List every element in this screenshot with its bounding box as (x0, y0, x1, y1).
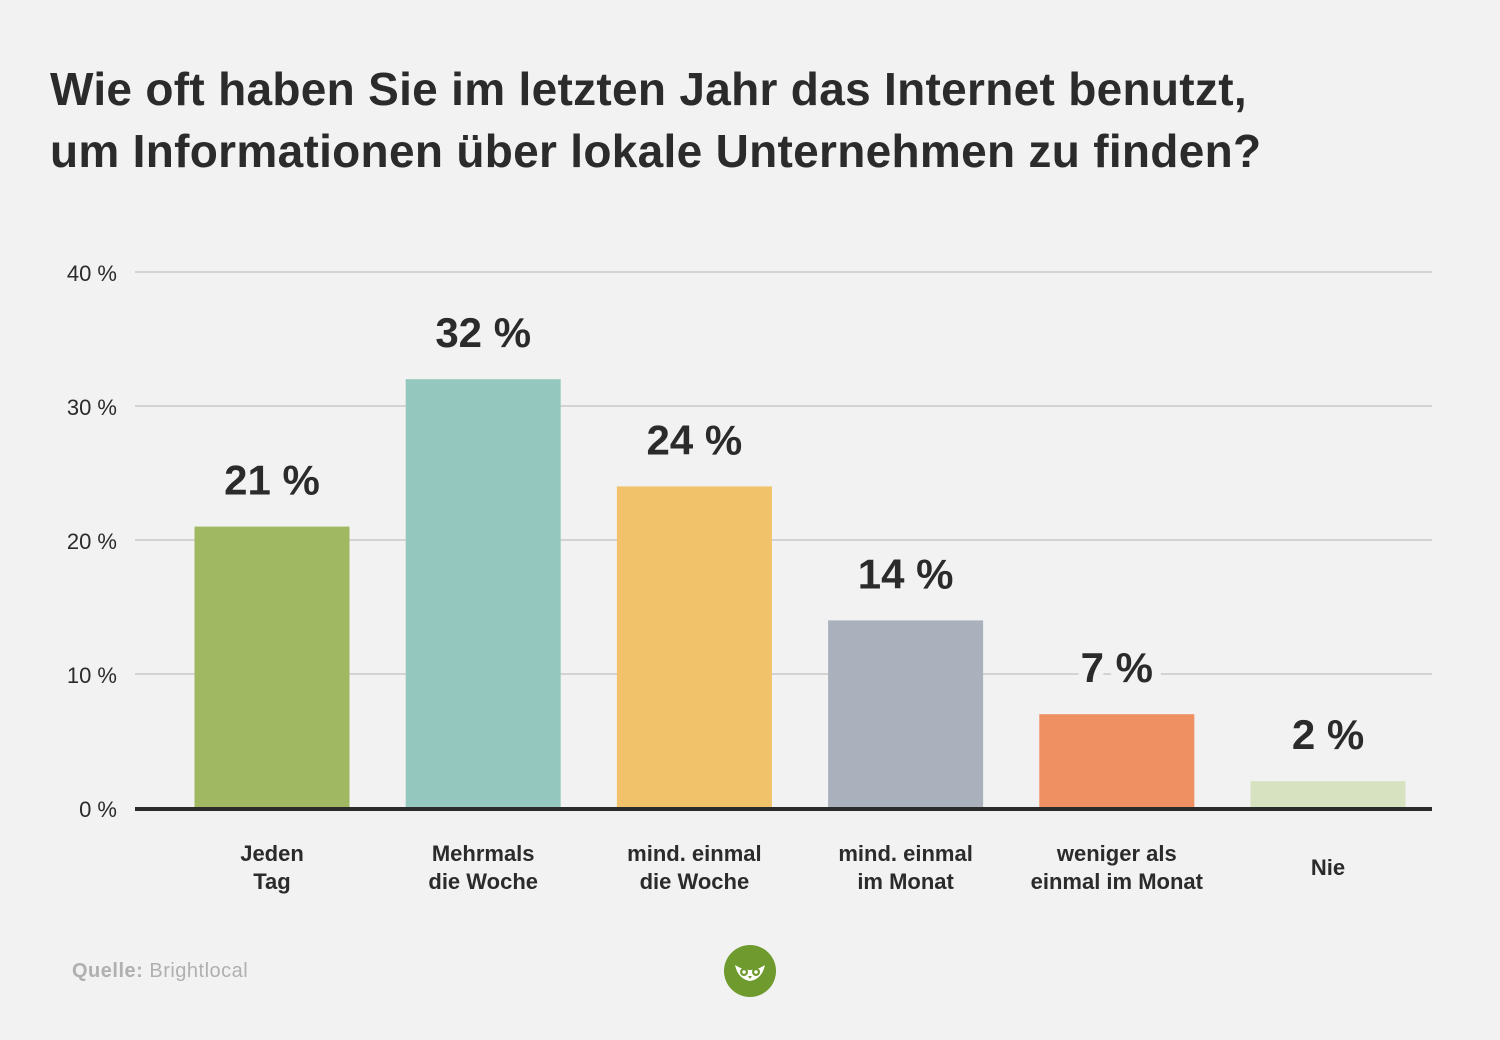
y-tick-label: 30 % (67, 395, 117, 420)
x-tick-label-line: die Woche (428, 869, 538, 894)
data-label: 21 % (224, 457, 320, 504)
y-tick-label: 10 % (67, 663, 117, 688)
x-tick-label: weniger als einmal im Monat (1031, 841, 1204, 894)
source-note: Quelle: Brightlocal (72, 960, 248, 983)
y-tick-label: 20 % (67, 529, 117, 554)
bar (194, 526, 350, 808)
x-tick-label-line: Jeden (240, 841, 304, 866)
bar (1250, 781, 1406, 808)
x-tick-label-line: mind. einmal (627, 841, 761, 866)
x-tick-label-line: Nie (1311, 855, 1345, 880)
data-label: 14 % (858, 550, 954, 597)
bar (405, 379, 561, 808)
x-tick-label-line: Tag (253, 869, 290, 894)
chart-title-line-2: um Informationen über lokale Unternehmen… (50, 125, 1262, 177)
data-label: 2 % (1292, 711, 1364, 758)
source-value: Brightlocal (149, 960, 249, 982)
x-tick-label-line: weniger als (1056, 841, 1177, 866)
x-tick-label-line: die Woche (640, 869, 750, 894)
x-tick-label: mind. einmal die Woche (627, 841, 761, 894)
bar (1039, 714, 1195, 808)
data-label: 24 % (647, 416, 743, 463)
bar (828, 620, 984, 808)
owl-logo-icon (724, 945, 776, 997)
x-tick-label: mind. einmal im Monat (838, 841, 972, 894)
bar-chart: 0 % 10 % 20 % 30 % 40 % 21 % Jeden Tag 32 % Mehrm… (67, 261, 1432, 894)
y-tick-label: 0 % (79, 797, 117, 822)
x-tick-label: Jeden Tag (240, 841, 304, 894)
data-label: 32 % (435, 309, 531, 356)
y-tick-label: 40 % (67, 261, 117, 286)
x-tick-label-line: einmal im Monat (1031, 869, 1204, 894)
x-tick-label: Mehrmals die Woche (428, 841, 538, 894)
chart-title-line-1: Wie oft haben Sie im letzten Jahr das In… (50, 63, 1247, 115)
bar (616, 486, 772, 808)
x-tick-label-line: Mehrmals (432, 841, 535, 866)
source-label: Quelle: (72, 960, 144, 982)
x-tick-label: Nie (1311, 855, 1345, 880)
x-tick-label-line: im Monat (857, 869, 954, 894)
chart-title: Wie oft haben Sie im letzten Jahr das In… (50, 58, 1470, 182)
data-label: 7 % (1081, 644, 1153, 691)
x-tick-label-line: mind. einmal (838, 841, 972, 866)
